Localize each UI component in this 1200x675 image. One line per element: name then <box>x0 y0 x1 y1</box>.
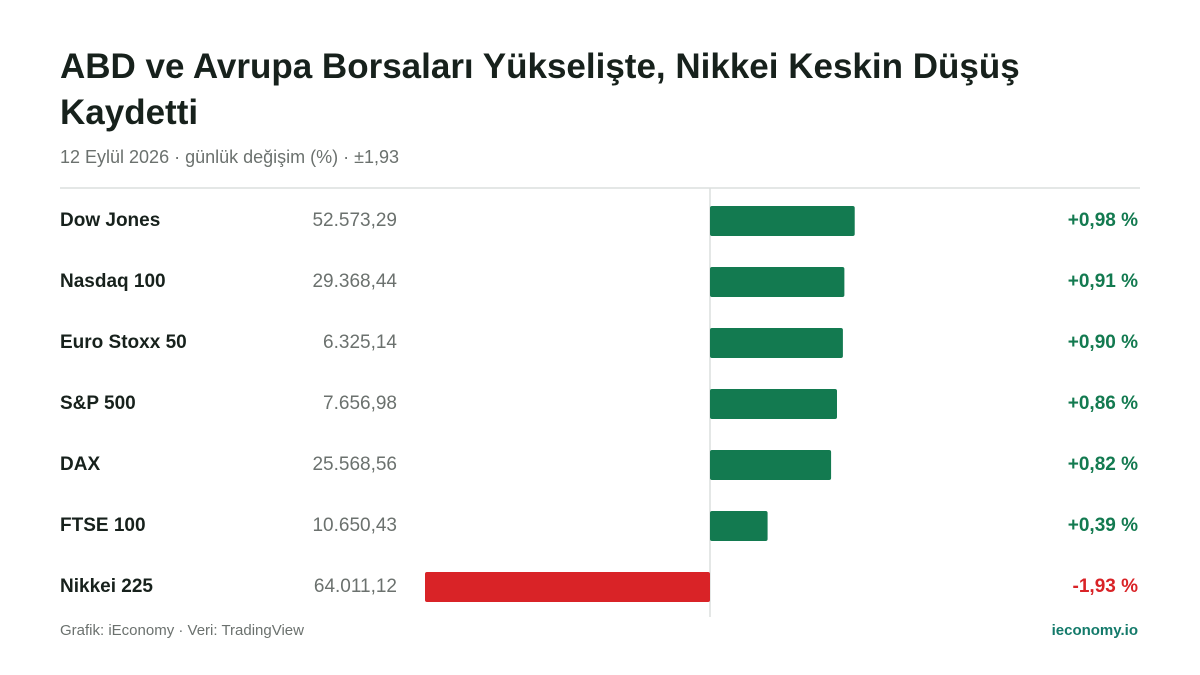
value-label: +0,91 % <box>1068 271 1138 292</box>
bar <box>710 389 837 419</box>
bar <box>425 572 710 602</box>
chart-subtitle: 12 Eylül 2026 · günlük değişim (%) · ±1,… <box>60 147 400 167</box>
footer-source: Grafik: iEconomy · Veri: TradingView <box>60 622 304 639</box>
index-level: 52.573,29 <box>312 210 397 231</box>
row-label: S&P 500 <box>60 393 136 414</box>
index-level: 64.011,12 <box>314 576 397 597</box>
value-label: +0,90 % <box>1068 332 1138 353</box>
chart-title: ABD ve Avrupa Borsaları Yükselişte, Nikk… <box>60 47 1020 132</box>
row-label: Euro Stoxx 50 <box>60 332 187 353</box>
bar <box>710 206 855 236</box>
footer-brand: ieconomy.io <box>1052 622 1138 639</box>
bar <box>710 267 845 297</box>
value-label: +0,82 % <box>1068 454 1138 475</box>
value-label: +0,39 % <box>1068 515 1138 536</box>
row-label: Nasdaq 100 <box>60 271 166 292</box>
row-label: FTSE 100 <box>60 515 146 536</box>
bar <box>710 511 768 541</box>
row-label: DAX <box>60 454 100 475</box>
value-label: +0,98 % <box>1068 210 1138 231</box>
index-level: 7.656,98 <box>323 393 397 414</box>
index-level: 25.568,56 <box>312 454 397 475</box>
index-level: 10.650,43 <box>312 515 397 536</box>
row-label: Nikkei 225 <box>60 576 153 597</box>
row-label: Dow Jones <box>60 210 160 231</box>
index-level: 29.368,44 <box>312 271 397 292</box>
value-label: -1,93 % <box>1073 576 1139 597</box>
bar <box>710 328 843 358</box>
bar <box>710 450 832 480</box>
index-level: 6.325,14 <box>323 332 397 353</box>
value-label: +0,86 % <box>1068 393 1138 414</box>
